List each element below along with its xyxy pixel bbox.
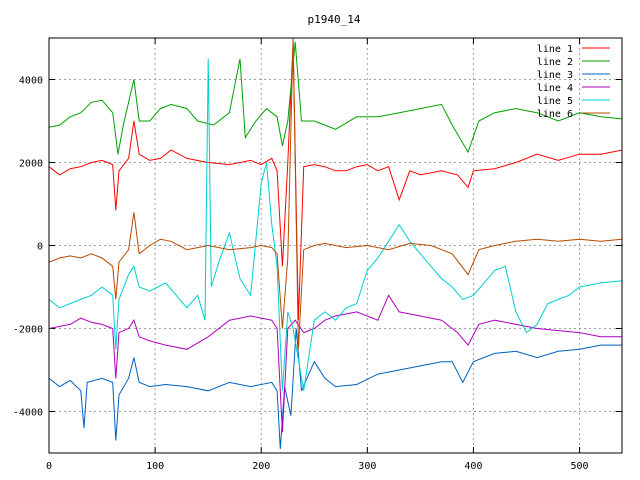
x-tick-label: 0: [46, 461, 52, 472]
y-tick-labels: -4000 -2000 0 2000 4000: [13, 76, 43, 419]
x-tick-label: 300: [358, 461, 376, 472]
legend-label: line 5: [537, 96, 573, 107]
x-tick-label: 500: [571, 461, 589, 472]
y-tick-label: 0: [37, 242, 43, 253]
chart-title: p1940_14: [308, 13, 361, 26]
legend-label: line 4: [537, 83, 573, 94]
series-line-2: [49, 42, 622, 155]
x-tick-label: 100: [146, 461, 164, 472]
series-lines: [49, 38, 622, 449]
y-tick-label: -2000: [13, 325, 43, 336]
plot-frame: [48, 37, 623, 454]
y-tick-label: 4000: [19, 76, 43, 87]
y-tick-label: -4000: [13, 408, 43, 419]
series-line-6: [49, 38, 622, 350]
y-tick-label: 2000: [19, 159, 43, 170]
legend-label: line 1: [537, 44, 573, 55]
x-tick-label: 200: [252, 461, 270, 472]
series-line-5: [49, 58, 622, 391]
grid: [48, 38, 622, 453]
legend: line 1 line 2 line 3 line 4 line 5 line 6: [537, 44, 610, 120]
x-tick-labels: 0 100 200 300 400 500: [46, 461, 589, 472]
x-tick-label: 400: [464, 461, 482, 472]
legend-label: line 2: [537, 57, 573, 68]
legend-label: line 3: [537, 70, 573, 81]
series-line-3: [49, 328, 622, 449]
series-line-4: [49, 294, 622, 433]
legend-label: line 6: [537, 109, 573, 120]
